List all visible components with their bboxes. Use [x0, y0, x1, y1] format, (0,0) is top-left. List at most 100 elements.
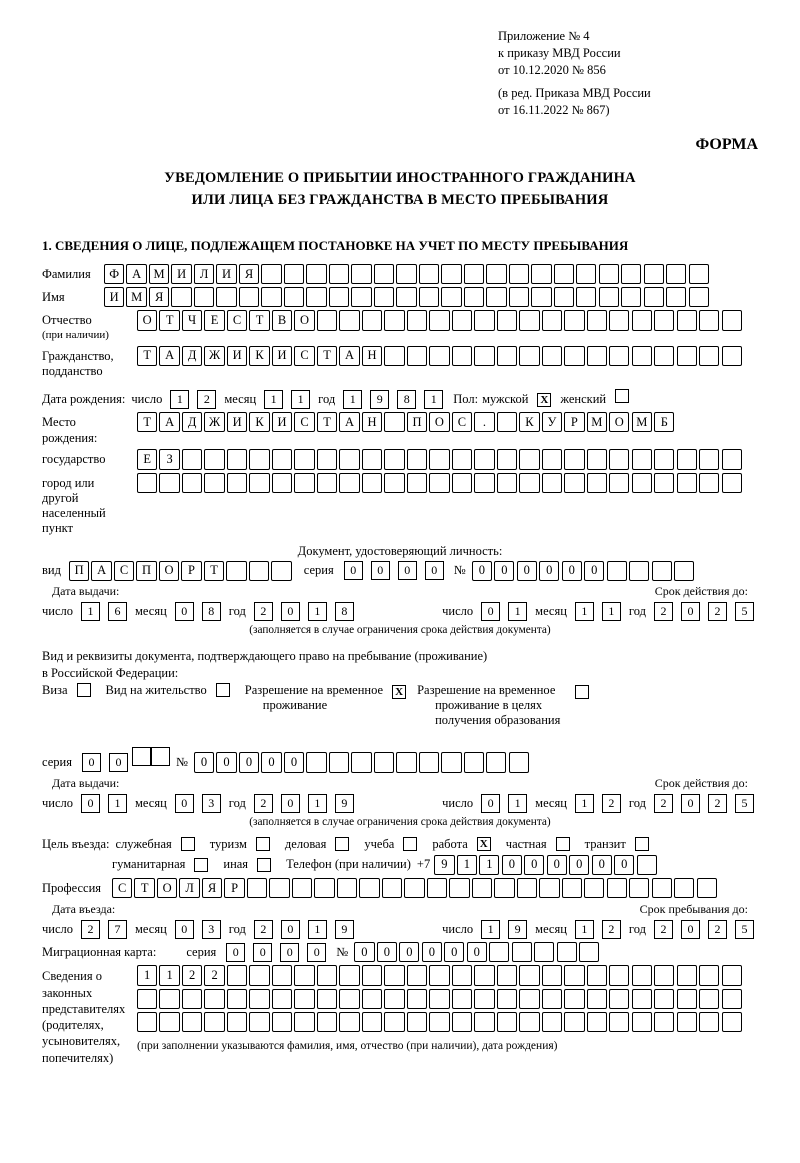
entry-day1[interactable]: 2 — [81, 920, 100, 939]
pob-grid2-cell-2[interactable] — [182, 449, 202, 469]
purpose-tourism-checkbox[interactable] — [256, 837, 270, 851]
migration-series-2[interactable]: 0 — [253, 943, 272, 962]
citizenship-grid-cell-0[interactable]: Т — [137, 346, 157, 366]
citizenship-grid-cell-12[interactable] — [407, 346, 427, 366]
identity-expiry-year1[interactable]: 2 — [654, 602, 673, 621]
residence-issue-month1[interactable]: 0 — [175, 794, 194, 813]
residence-number-grid-cell-2[interactable]: 0 — [239, 752, 259, 772]
name-grid-cell-15[interactable] — [441, 287, 461, 307]
pob-grid2-cell-4[interactable] — [227, 449, 247, 469]
legal-rep-grid2-cell-25[interactable] — [699, 989, 719, 1009]
residence-issue-year2[interactable]: 0 — [281, 794, 300, 813]
surname-grid-cell-6[interactable]: Я — [239, 264, 259, 284]
phone-grid-cell-6[interactable]: 0 — [569, 855, 589, 875]
migration-number-grid-cell-5[interactable]: 0 — [467, 942, 487, 962]
citizenship-grid-cell-4[interactable]: И — [227, 346, 247, 366]
citizenship-grid-cell-16[interactable] — [497, 346, 517, 366]
pob-grid2-cell-21[interactable] — [609, 449, 629, 469]
dob-day-2[interactable]: 2 — [197, 390, 216, 409]
name-grid-cell-5[interactable] — [216, 287, 236, 307]
identity-type-grid-cell-2[interactable]: С — [114, 561, 134, 581]
temp-residence-edu-checkbox[interactable] — [575, 685, 589, 699]
legal-rep-grid2[interactable] — [137, 989, 744, 1009]
legal-rep-grid2-cell-5[interactable] — [249, 989, 269, 1009]
legal-rep-grid2-cell-1[interactable] — [159, 989, 179, 1009]
citizenship-grid-cell-26[interactable] — [722, 346, 742, 366]
name-grid-cell-9[interactable] — [306, 287, 326, 307]
identity-number-grid-cell-4[interactable]: 0 — [562, 561, 582, 581]
legal-rep-grid2-cell-14[interactable] — [452, 989, 472, 1009]
legal-rep-grid3-cell-21[interactable] — [609, 1012, 629, 1032]
identity-number-grid-cell-1[interactable]: 0 — [494, 561, 514, 581]
profession-grid-cell-12[interactable] — [382, 878, 402, 898]
identity-type-grid-cell-5[interactable]: Р — [181, 561, 201, 581]
citizenship-grid-cell-5[interactable]: К — [249, 346, 269, 366]
pob-grid1-cell-6[interactable]: И — [272, 412, 292, 432]
profession-grid-cell-2[interactable]: О — [157, 878, 177, 898]
legal-rep-grid1-cell-26[interactable] — [722, 965, 742, 985]
legal-rep-grid2-cell-3[interactable] — [204, 989, 224, 1009]
surname-grid-cell-13[interactable] — [396, 264, 416, 284]
name-grid-cell-1[interactable]: М — [126, 287, 146, 307]
pob-grid3-cell-19[interactable] — [564, 473, 584, 493]
pob-grid2-cell-22[interactable] — [632, 449, 652, 469]
legal-rep-grid1-cell-10[interactable] — [362, 965, 382, 985]
legal-rep-grid3-cell-17[interactable] — [519, 1012, 539, 1032]
identity-series-3[interactable]: 0 — [398, 561, 417, 580]
citizenship-grid-cell-6[interactable]: И — [272, 346, 292, 366]
profession-grid-cell-7[interactable] — [269, 878, 289, 898]
migration-number-grid-cell-8[interactable] — [534, 942, 554, 962]
legal-rep-grid2-cell-15[interactable] — [474, 989, 494, 1009]
residence-issue-year1[interactable]: 2 — [254, 794, 273, 813]
phone-grid-cell-5[interactable]: 0 — [547, 855, 567, 875]
legal-rep-grid1-cell-12[interactable] — [407, 965, 427, 985]
legal-rep-grid2-cell-13[interactable] — [429, 989, 449, 1009]
surname-grid-cell-11[interactable] — [351, 264, 371, 284]
legal-rep-grid2-cell-24[interactable] — [677, 989, 697, 1009]
pob-grid3-cell-1[interactable] — [159, 473, 179, 493]
residence-number-grid-cell-5[interactable] — [306, 752, 326, 772]
legal-rep-grid3-cell-20[interactable] — [587, 1012, 607, 1032]
legal-rep-grid2-cell-22[interactable] — [632, 989, 652, 1009]
pob-grid3-cell-26[interactable] — [722, 473, 742, 493]
pob-grid2-cell-10[interactable] — [362, 449, 382, 469]
purpose-work-checkbox[interactable]: X — [477, 837, 491, 851]
pob-grid2-cell-0[interactable]: Е — [137, 449, 157, 469]
legal-rep-grid1-cell-19[interactable] — [564, 965, 584, 985]
name-grid-cell-0[interactable]: И — [104, 287, 124, 307]
profession-grid-cell-26[interactable] — [697, 878, 717, 898]
citizenship-grid-cell-13[interactable] — [429, 346, 449, 366]
residence-number-grid-cell-4[interactable]: 0 — [284, 752, 304, 772]
identity-expiry-month1[interactable]: 1 — [575, 602, 594, 621]
profession-grid-cell-5[interactable]: Р — [224, 878, 244, 898]
legal-rep-grid2-cell-7[interactable] — [294, 989, 314, 1009]
legal-rep-grid1-cell-11[interactable] — [384, 965, 404, 985]
identity-expiry-year4[interactable]: 5 — [735, 602, 754, 621]
residence-expiry-month1[interactable]: 1 — [575, 794, 594, 813]
pob-grid1-cell-15[interactable]: . — [474, 412, 494, 432]
patronymic-grid-cell-8[interactable] — [317, 310, 337, 330]
pob-grid3-cell-14[interactable] — [452, 473, 472, 493]
phone-grid-cell-2[interactable]: 1 — [479, 855, 499, 875]
entry-year2[interactable]: 0 — [281, 920, 300, 939]
name-grid-cell-7[interactable] — [261, 287, 281, 307]
pob-grid1-cell-8[interactable]: Т — [317, 412, 337, 432]
identity-number-grid-cell-5[interactable]: 0 — [584, 561, 604, 581]
pob-grid1-cell-11[interactable] — [384, 412, 404, 432]
patronymic-grid-cell-24[interactable] — [677, 310, 697, 330]
residence-issue-year4[interactable]: 9 — [335, 794, 354, 813]
migration-number-grid-cell-7[interactable] — [512, 942, 532, 962]
migration-number-grid-cell-0[interactable]: 0 — [354, 942, 374, 962]
legal-rep-grid1-cell-18[interactable] — [542, 965, 562, 985]
phone-grid-cell-0[interactable]: 9 — [434, 855, 454, 875]
name-grid-cell-11[interactable] — [351, 287, 371, 307]
pob-grid1-cell-1[interactable]: А — [159, 412, 179, 432]
name-grid-cell-3[interactable] — [171, 287, 191, 307]
pob-grid3-cell-24[interactable] — [677, 473, 697, 493]
patronymic-grid-cell-23[interactable] — [654, 310, 674, 330]
identity-issue-month1[interactable]: 0 — [175, 602, 194, 621]
profession-grid-cell-8[interactable] — [292, 878, 312, 898]
residence-expiry-day1[interactable]: 0 — [481, 794, 500, 813]
